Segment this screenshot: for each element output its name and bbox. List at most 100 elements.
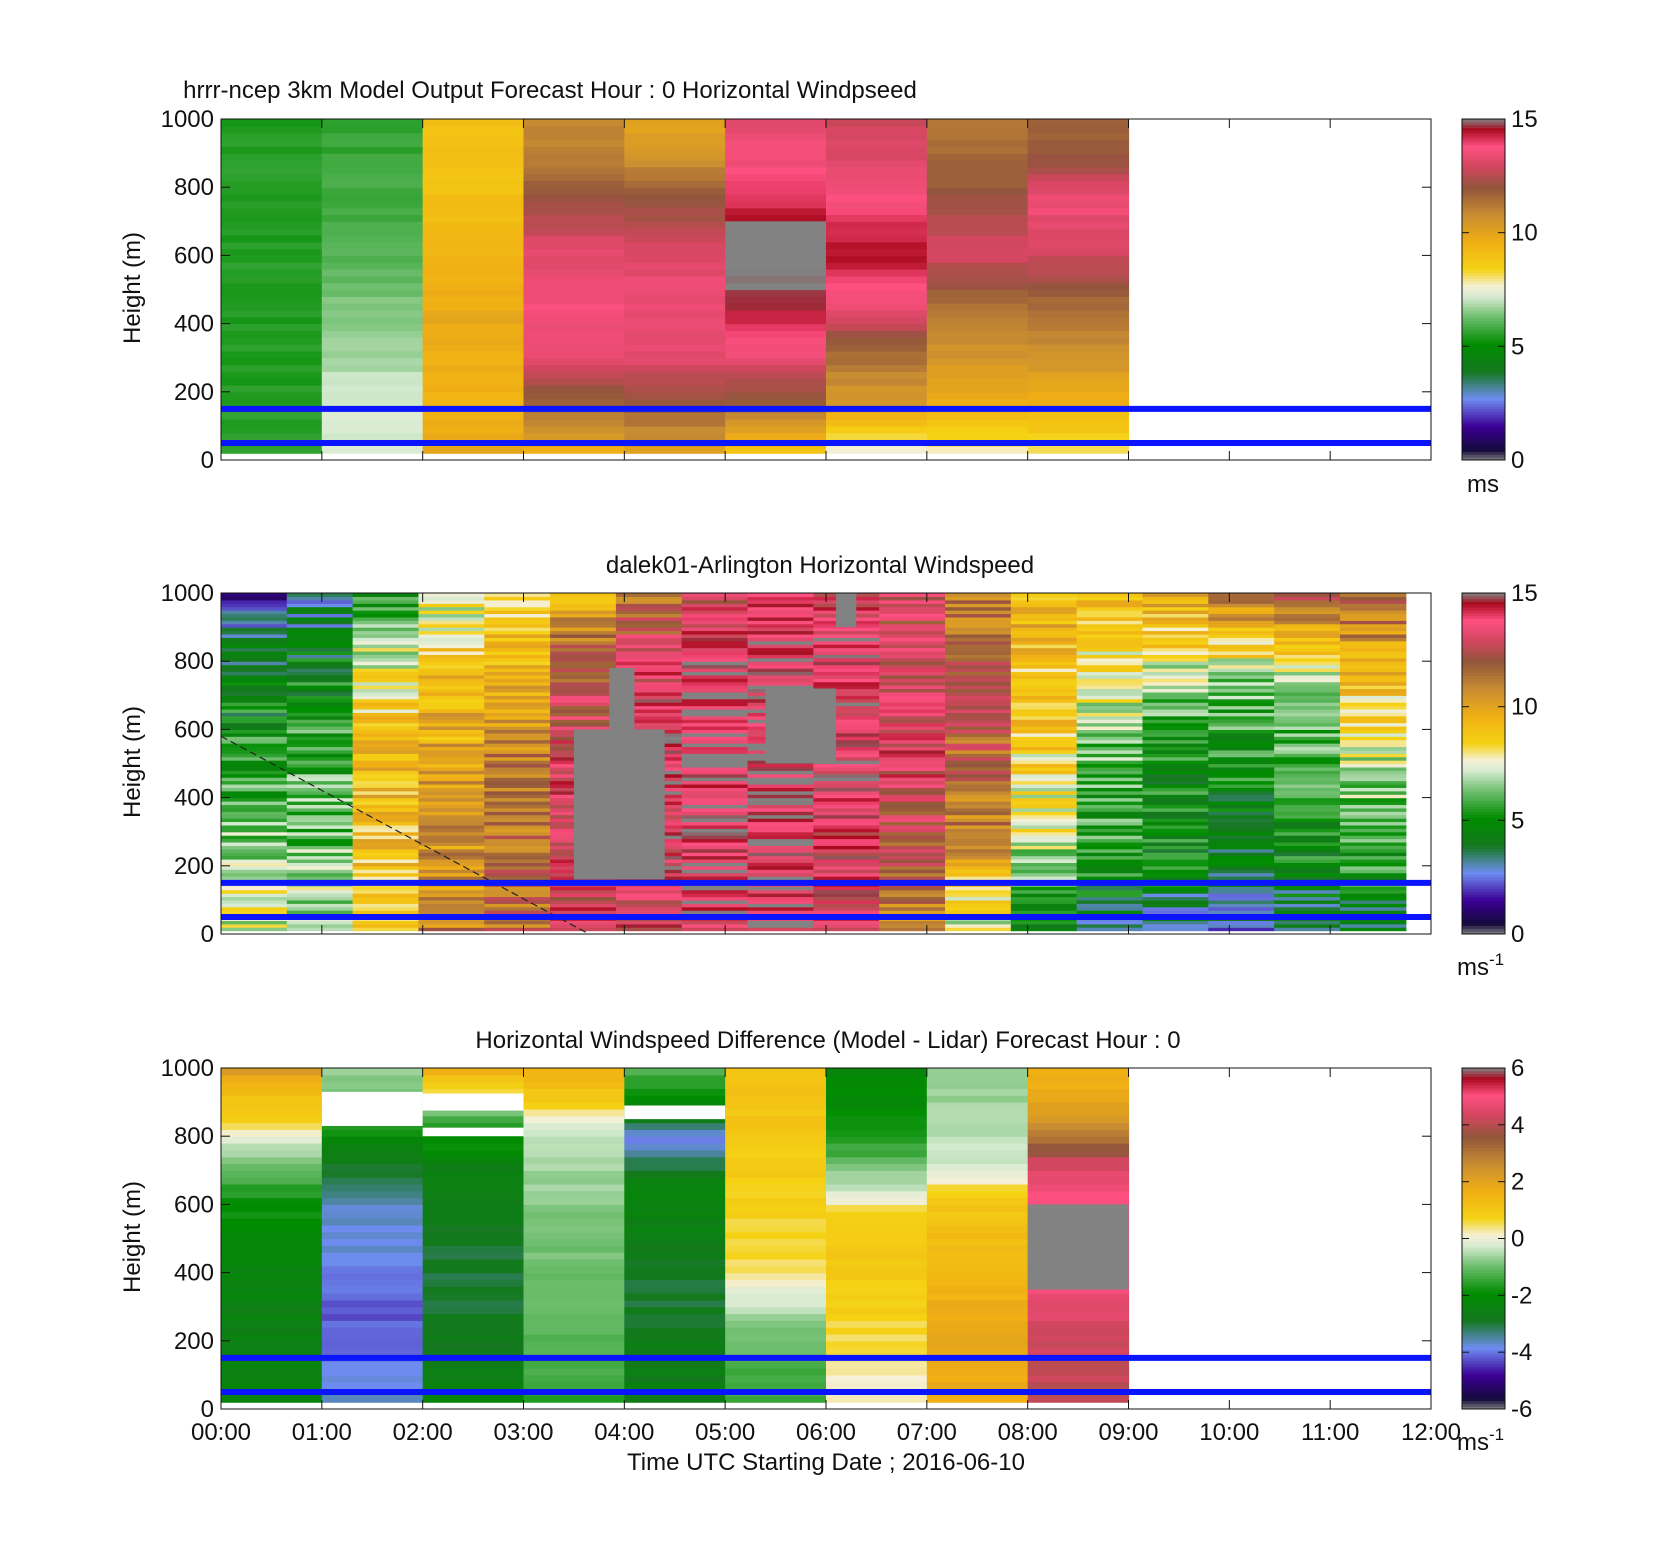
heatmap-cell: [286, 657, 354, 662]
heatmap-cell: [422, 398, 525, 407]
heatmap-cell: [484, 821, 551, 826]
heatmap-cell: [1010, 855, 1078, 860]
heatmap-cell: [550, 644, 617, 649]
heatmap-cell: [1274, 821, 1341, 826]
heatmap-cell: [681, 749, 749, 754]
heatmap-cell: [879, 923, 946, 928]
heatmap-cell: [624, 1211, 726, 1219]
panel-lidar-gray-regions: [573, 593, 857, 880]
panel-model-xticks: [220, 119, 1432, 460]
heatmap-cell: [352, 906, 420, 911]
heatmap-cell: [352, 920, 420, 925]
heatmap-cell: [826, 1190, 928, 1199]
heatmap-cell: [321, 398, 424, 407]
heatmap-cell: [945, 855, 1012, 860]
heatmap-cell: [1027, 282, 1130, 291]
heatmap-cell: [352, 719, 420, 724]
heatmap-cell: [484, 886, 551, 891]
heatmap-cell: [286, 763, 354, 768]
heatmap-cell: [286, 671, 354, 676]
heatmap-cell: [484, 606, 551, 611]
heatmap-cell: [926, 412, 1029, 420]
heatmap-cell: [286, 637, 354, 642]
heatmap-cell: [321, 419, 424, 427]
heatmap-cell: [550, 715, 617, 720]
heatmap-cell: [826, 214, 928, 222]
heatmap-cell: [879, 630, 946, 635]
heatmap-cell: [747, 766, 814, 771]
heatmap-cell: [725, 1224, 827, 1233]
heatmap-cell: [221, 835, 288, 840]
heatmap-cell: [1142, 668, 1209, 673]
heatmap-cell: [1076, 797, 1144, 802]
heatmap-cell: [1010, 876, 1078, 881]
heatmap-cell: [826, 1286, 928, 1294]
heatmap-cell: [286, 753, 354, 758]
heatmap-cell: [1027, 1197, 1130, 1205]
heatmap-cell: [826, 330, 928, 338]
heatmap-cell: [1208, 906, 1275, 911]
heatmap-cell: [221, 773, 288, 778]
heatmap-cell: [725, 153, 827, 161]
heatmap-cell: [1076, 794, 1144, 799]
heatmap-cell: [286, 920, 354, 925]
heatmap-cell: [550, 910, 617, 915]
heatmap-cell: [1027, 153, 1130, 161]
heatmap-cell: [879, 695, 946, 700]
heatmap-cell: [286, 852, 354, 857]
heatmap-cell: [1274, 893, 1341, 898]
colorbar-swatch: [1462, 207, 1505, 211]
heatmap-cell: [681, 865, 749, 870]
heatmap-cell: [725, 303, 827, 311]
heatmap-cell: [352, 838, 420, 843]
heatmap-cell: [422, 159, 525, 168]
heatmap-cell: [624, 221, 726, 229]
heatmap-cell: [550, 920, 617, 925]
heatmap-cell: [624, 1333, 726, 1342]
heatmap-cell: [321, 1347, 424, 1356]
heatmap-cell: [725, 371, 827, 379]
colorbar-swatch: [1462, 155, 1505, 160]
heatmap-cell: [813, 766, 880, 771]
heatmap-cell: [422, 187, 525, 195]
panel-difference-heatmap: [221, 1068, 1130, 1403]
heatmap-cell: [725, 1170, 827, 1178]
heatmap-cell: [624, 296, 726, 304]
heatmap-cell: [879, 640, 946, 645]
heatmap-cell: [879, 848, 946, 853]
heatmap-cell: [523, 1102, 625, 1110]
heatmap-cell: [1010, 722, 1078, 727]
heatmap-cell: [550, 685, 617, 690]
heatmap-cell: [926, 316, 1029, 325]
heatmap-cell: [1076, 603, 1144, 608]
heatmap-cell: [321, 412, 424, 420]
heatmap-cell: [484, 715, 551, 720]
colorbar-swatch: [1462, 346, 1505, 350]
heatmap-cell: [352, 872, 420, 877]
heatmap-cell: [926, 173, 1029, 181]
heatmap-cell: [813, 780, 880, 785]
heatmap-cell: [813, 712, 880, 717]
heatmap-cell: [1076, 599, 1144, 604]
heatmap-cell: [1274, 715, 1341, 720]
heatmap-cell: [221, 906, 288, 911]
heatmap-cell: [1142, 637, 1209, 642]
colorbar-swatch: [1462, 658, 1505, 662]
heatmap-cell: [926, 1224, 1029, 1233]
colorbar-swatch: [1462, 1272, 1505, 1276]
colorbar-swatch: [1462, 845, 1505, 850]
heatmap-cell: [945, 661, 1012, 666]
heatmap-cell: [550, 596, 617, 601]
heatmap-cell: [826, 1368, 928, 1376]
heatmap-cell: [725, 119, 827, 127]
heatmap-cell: [813, 804, 880, 809]
heatmap-cell: [624, 1095, 726, 1103]
heatmap-cell: [725, 1327, 827, 1335]
heatmap-cell: [1027, 1368, 1130, 1376]
heatmap-cell: [418, 862, 485, 867]
heatmap-cell: [725, 425, 827, 434]
heatmap-cell: [221, 1115, 323, 1124]
heatmap-cell: [926, 132, 1029, 141]
heatmap-cell: [221, 674, 288, 679]
heatmap-cell: [1142, 650, 1209, 655]
